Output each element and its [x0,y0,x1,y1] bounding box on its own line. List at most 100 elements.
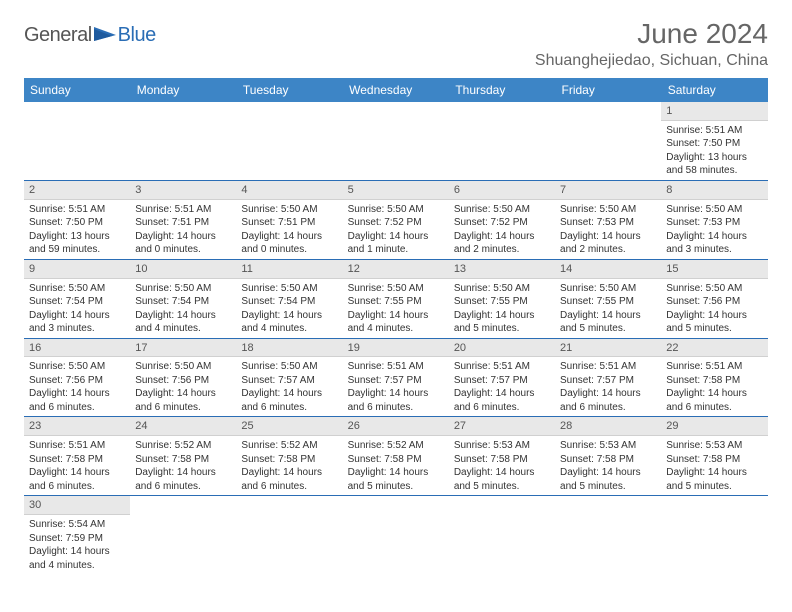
calendar-cell: 1Sunrise: 5:51 AMSunset: 7:50 PMDaylight… [661,102,767,180]
day-body: Sunrise: 5:51 AMSunset: 7:57 PMDaylight:… [555,357,661,416]
day-line: Sunrise: 5:50 AM [666,282,762,296]
flag-icon [94,25,118,43]
day-line: Daylight: 14 hours [560,309,656,323]
day-line: and 5 minutes. [454,322,550,336]
day-body: Sunrise: 5:50 AMSunset: 7:54 PMDaylight:… [24,279,130,338]
calendar-cell: 18Sunrise: 5:50 AMSunset: 7:57 AMDayligh… [236,338,342,417]
day-line: Sunrise: 5:50 AM [560,203,656,217]
calendar-cell-empty [343,496,449,574]
day-line: Daylight: 14 hours [666,309,762,323]
days-of-week-row: SundayMondayTuesdayWednesdayThursdayFrid… [24,78,768,102]
day-line: and 5 minutes. [348,480,444,494]
day-body: Sunrise: 5:50 AMSunset: 7:52 PMDaylight:… [449,200,555,259]
day-body: Sunrise: 5:50 AMSunset: 7:52 PMDaylight:… [343,200,449,259]
day-number: 16 [24,339,130,358]
day-number: 26 [343,417,449,436]
day-body: Sunrise: 5:50 AMSunset: 7:56 PMDaylight:… [661,279,767,338]
calendar-cell-empty [130,102,236,180]
day-line: Sunset: 7:55 PM [454,295,550,309]
day-body: Sunrise: 5:50 AMSunset: 7:56 PMDaylight:… [130,357,236,416]
day-line: Daylight: 14 hours [135,466,231,480]
calendar-cell: 29Sunrise: 5:53 AMSunset: 7:58 PMDayligh… [661,417,767,496]
day-number: 4 [236,181,342,200]
day-line: Daylight: 14 hours [135,230,231,244]
day-line: and 6 minutes. [29,480,125,494]
calendar-cell-empty [555,102,661,180]
day-line: Sunset: 7:58 PM [29,453,125,467]
day-line: and 4 minutes. [348,322,444,336]
day-line: Sunrise: 5:51 AM [135,203,231,217]
day-line: and 4 minutes. [135,322,231,336]
day-line: Sunrise: 5:51 AM [666,124,762,138]
calendar-cell: 20Sunrise: 5:51 AMSunset: 7:57 PMDayligh… [449,338,555,417]
calendar-cell: 9Sunrise: 5:50 AMSunset: 7:54 PMDaylight… [24,259,130,338]
day-line: Daylight: 13 hours [666,151,762,165]
day-line: Sunset: 7:58 PM [666,374,762,388]
day-line: Sunrise: 5:53 AM [560,439,656,453]
calendar-cell: 10Sunrise: 5:50 AMSunset: 7:54 PMDayligh… [130,259,236,338]
day-header: Sunday [24,78,130,102]
day-line: Sunrise: 5:51 AM [348,360,444,374]
day-body: Sunrise: 5:53 AMSunset: 7:58 PMDaylight:… [555,436,661,495]
day-line: Daylight: 14 hours [454,230,550,244]
day-line: Sunrise: 5:50 AM [241,282,337,296]
calendar-cell: 3Sunrise: 5:51 AMSunset: 7:51 PMDaylight… [130,180,236,259]
day-line: Daylight: 14 hours [666,387,762,401]
day-line: Sunset: 7:54 PM [29,295,125,309]
header: General Blue June 2024 Shuanghejiedao, S… [24,18,768,70]
day-line: Daylight: 14 hours [560,387,656,401]
day-body: Sunrise: 5:50 AMSunset: 7:56 PMDaylight:… [24,357,130,416]
day-number: 12 [343,260,449,279]
calendar-cell: 28Sunrise: 5:53 AMSunset: 7:58 PMDayligh… [555,417,661,496]
day-line: Sunset: 7:52 PM [454,216,550,230]
calendar-cell: 11Sunrise: 5:50 AMSunset: 7:54 PMDayligh… [236,259,342,338]
day-number: 1 [661,102,767,121]
day-line: and 1 minute. [348,243,444,257]
day-line: Daylight: 14 hours [135,309,231,323]
day-line: Daylight: 14 hours [666,230,762,244]
calendar-cell: 12Sunrise: 5:50 AMSunset: 7:55 PMDayligh… [343,259,449,338]
day-line: Daylight: 14 hours [454,309,550,323]
calendar-cell-empty [236,496,342,574]
day-header: Saturday [661,78,767,102]
calendar-cell: 15Sunrise: 5:50 AMSunset: 7:56 PMDayligh… [661,259,767,338]
calendar-table: SundayMondayTuesdayWednesdayThursdayFrid… [24,78,768,574]
location: Shuanghejiedao, Sichuan, China [535,52,768,70]
day-line: Sunrise: 5:51 AM [560,360,656,374]
day-body: Sunrise: 5:50 AMSunset: 7:53 PMDaylight:… [555,200,661,259]
title-block: June 2024 Shuanghejiedao, Sichuan, China [535,18,768,70]
day-number: 22 [661,339,767,358]
calendar-row: 9Sunrise: 5:50 AMSunset: 7:54 PMDaylight… [24,259,768,338]
day-number: 10 [130,260,236,279]
day-line: Sunrise: 5:53 AM [666,439,762,453]
day-line: Daylight: 14 hours [241,309,337,323]
day-line: Daylight: 14 hours [29,466,125,480]
day-line: Sunrise: 5:50 AM [348,282,444,296]
calendar-cell: 14Sunrise: 5:50 AMSunset: 7:55 PMDayligh… [555,259,661,338]
day-number: 24 [130,417,236,436]
day-number: 29 [661,417,767,436]
day-number: 14 [555,260,661,279]
day-line: and 6 minutes. [348,401,444,415]
day-header: Thursday [449,78,555,102]
day-header: Friday [555,78,661,102]
day-body: Sunrise: 5:50 AMSunset: 7:57 AMDaylight:… [236,357,342,416]
day-line: Sunrise: 5:52 AM [348,439,444,453]
calendar-row: 1Sunrise: 5:51 AMSunset: 7:50 PMDaylight… [24,102,768,180]
day-line: Sunset: 7:58 PM [135,453,231,467]
calendar-cell-empty [449,496,555,574]
calendar-cell: 22 Sunrise: 5:51 AMSunset: 7:58 PMDayligh… [661,338,767,417]
calendar-cell: 8Sunrise: 5:50 AMSunset: 7:53 PMDaylight… [661,180,767,259]
day-line: Sunrise: 5:51 AM [666,360,762,374]
day-line: Sunrise: 5:50 AM [135,282,231,296]
day-number: 25 [236,417,342,436]
day-line: Daylight: 14 hours [454,387,550,401]
day-number: 19 [343,339,449,358]
calendar-cell: 13Sunrise: 5:50 AMSunset: 7:55 PMDayligh… [449,259,555,338]
day-number: 5 [343,181,449,200]
day-body: Sunrise: 5:52 AMSunset: 7:58 PMDaylight:… [236,436,342,495]
day-line: Sunset: 7:50 PM [29,216,125,230]
calendar-cell: 7Sunrise: 5:50 AMSunset: 7:53 PMDaylight… [555,180,661,259]
day-line: Sunset: 7:51 PM [241,216,337,230]
day-line: and 0 minutes. [241,243,337,257]
